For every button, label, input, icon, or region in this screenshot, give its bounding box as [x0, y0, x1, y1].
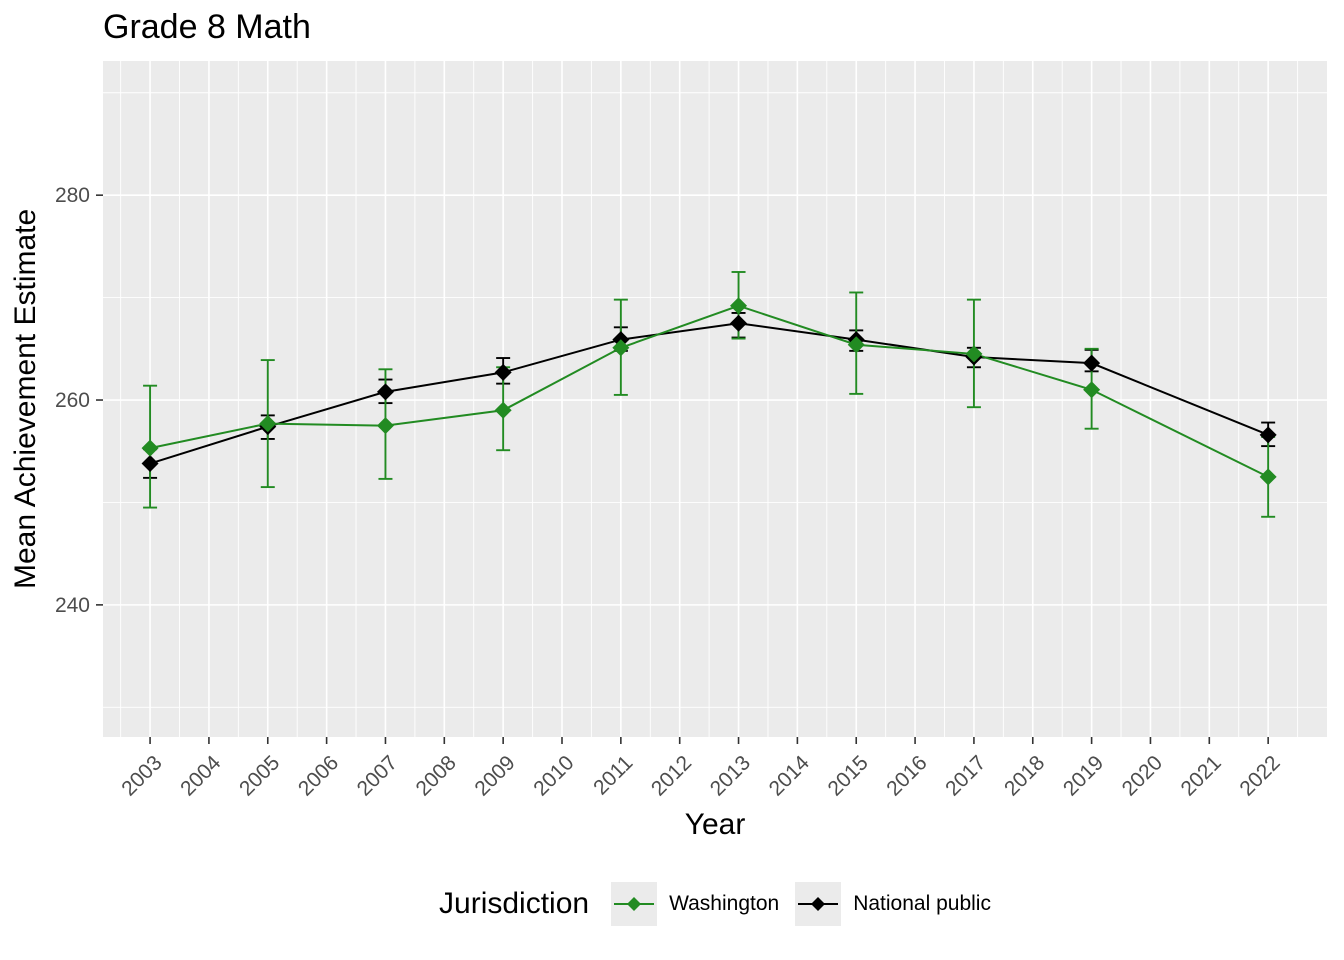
x-tick-label: 2021: [1177, 751, 1226, 800]
x-tick-label: 2013: [706, 751, 755, 800]
data-point-washington-2009: [494, 401, 512, 419]
x-tick-label: 2019: [1059, 751, 1108, 800]
legend-item-washington: Washington: [611, 882, 779, 926]
series-line-national-public: [149, 322, 1269, 465]
data-point-washington-2019: [1083, 381, 1101, 399]
x-tick-label: 2016: [882, 751, 931, 800]
x-tick-label: 2011: [589, 751, 637, 799]
x-tick-label: 2003: [117, 751, 166, 800]
data-point-national-public-2022: [1259, 426, 1277, 444]
y-tick-label: 240: [55, 594, 90, 617]
data-point-national-public-2007: [376, 383, 394, 401]
legend-label-national-public: National public: [853, 892, 991, 915]
data-point-washington-2007: [376, 417, 394, 435]
series-line-washington: [149, 304, 1269, 478]
x-tick-label: 2008: [412, 751, 461, 800]
data-point-national-public-2003: [141, 455, 159, 473]
legend: Jurisdiction Washington National public: [103, 872, 1327, 936]
data-point-washington-2015: [847, 336, 865, 354]
chart-title: Grade 8 Math: [103, 8, 311, 46]
x-tick-label: 2014: [765, 751, 815, 801]
x-tick-label: 2020: [1118, 751, 1167, 800]
x-tick-label: 2015: [823, 751, 872, 800]
x-tick-label: 2007: [353, 751, 402, 800]
x-tick-label: 2009: [470, 751, 519, 800]
x-tick-label: 2004: [176, 751, 226, 801]
data-point-washington-2017: [965, 345, 983, 363]
y-tick-label: 280: [55, 184, 90, 207]
data-point-washington-2005: [259, 415, 277, 433]
data-point-washington-2011: [612, 339, 630, 357]
x-tick-label: 2006: [294, 751, 343, 800]
legend-label-washington: Washington: [669, 892, 780, 915]
y-tick-label: 260: [55, 389, 90, 412]
legend-key-diamond: [627, 897, 642, 911]
y-axis-title: Mean Achievement Estimate: [9, 208, 42, 590]
data-point-washington-2022: [1259, 468, 1277, 486]
x-tick-label: 2005: [235, 751, 284, 800]
legend-title: Jurisdiction: [439, 887, 590, 920]
plot-area: 2003 2004 2005 2006 2007 2008 2009 2010 2011 2012…: [55, 61, 1327, 801]
x-tick-label: 2022: [1235, 751, 1284, 800]
points-washington: [141, 297, 1277, 486]
data-point-washington-2003: [141, 439, 159, 457]
data-point-national-public-2009: [494, 363, 512, 381]
x-tick-label: 2017: [941, 751, 990, 800]
legend-item-national-public: National public: [795, 882, 991, 926]
national-public-key-icon: [795, 882, 842, 926]
data-point-washington-2013: [730, 297, 748, 315]
x-tick-label: 2018: [1000, 751, 1049, 800]
washington-key-icon: [611, 882, 658, 926]
x-tick-label: 2010: [529, 751, 578, 800]
data-point-national-public-2019: [1083, 354, 1101, 372]
x-tick-label: 2012: [647, 751, 696, 800]
data-point-national-public-2013: [730, 314, 748, 332]
x-axis-title: Year: [684, 808, 746, 841]
legend-key-diamond: [811, 897, 826, 911]
plot-panel: [103, 61, 1327, 737]
